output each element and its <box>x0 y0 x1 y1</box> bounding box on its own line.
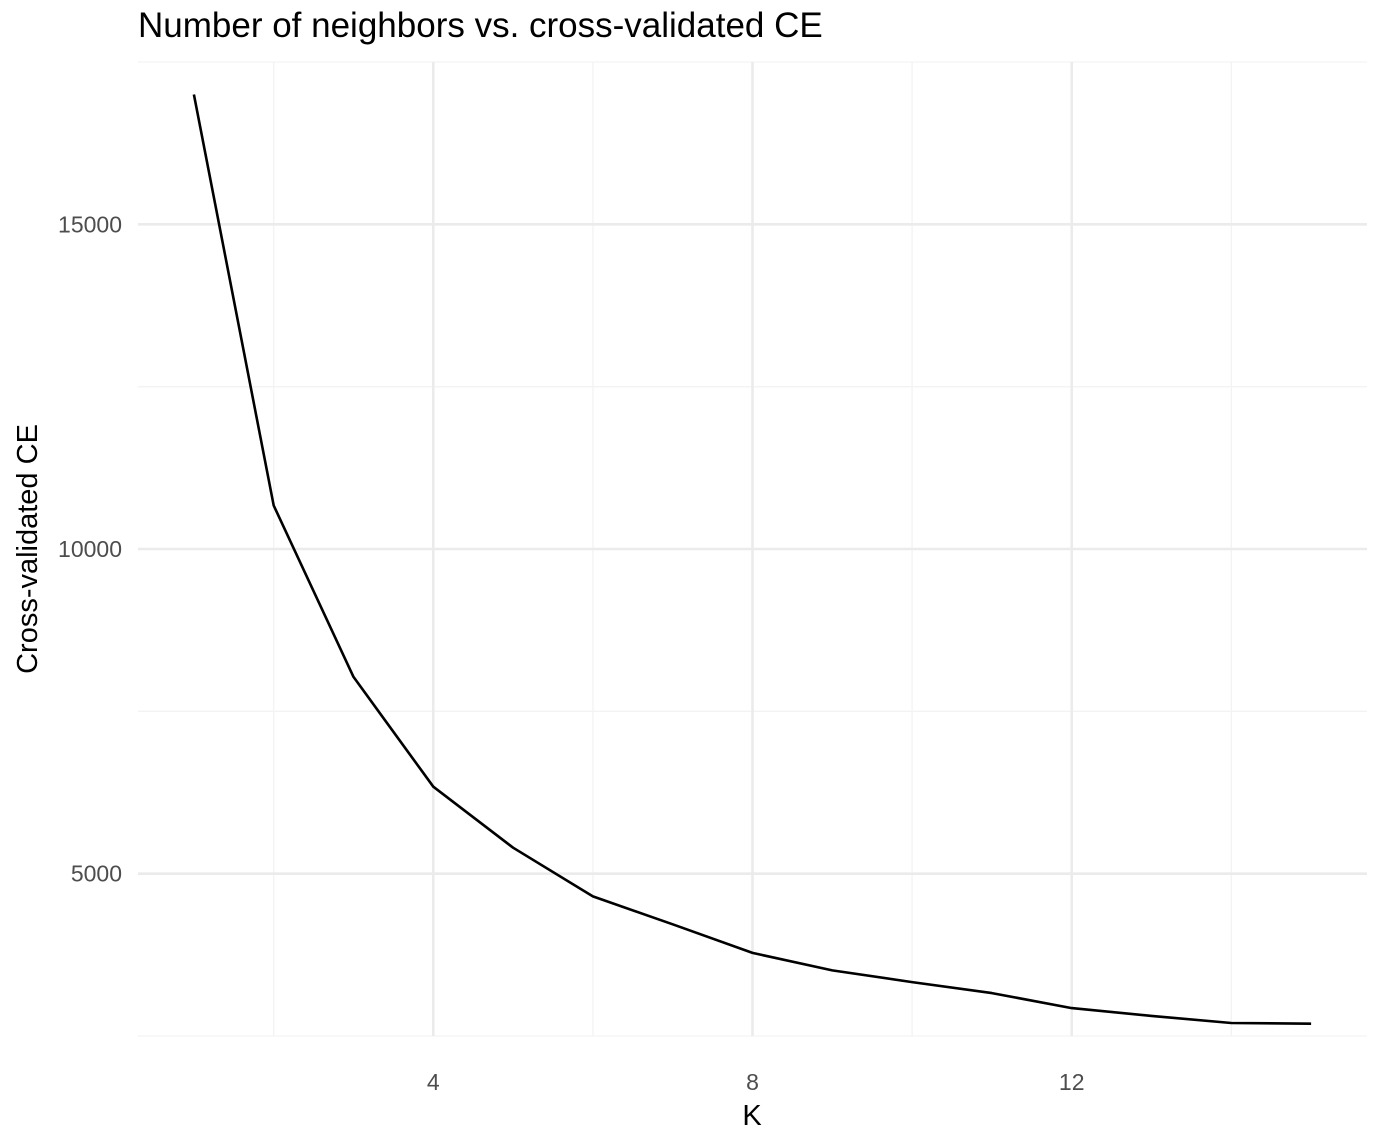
series-line <box>192 94 1312 1025</box>
y-axis-title: Cross-validated CE <box>12 424 44 674</box>
x-tick-label: 4 <box>427 1069 440 1095</box>
x-tick-labels: 4 8 12 <box>427 1069 1085 1095</box>
y-tick-label: 15000 <box>58 211 122 237</box>
x-tick-label: 8 <box>746 1069 759 1095</box>
x-tick-label: 12 <box>1059 1069 1085 1095</box>
y-tick-label: 10000 <box>58 536 122 562</box>
y-tick-label: 5000 <box>71 861 122 887</box>
x-axis-title: K <box>742 1100 762 1132</box>
y-tick-labels: 5000 10000 15000 <box>58 211 122 886</box>
series-group <box>192 94 1312 1025</box>
chart-title: Number of neighbors vs. cross-validated … <box>138 6 823 45</box>
grid-major <box>138 62 1367 1036</box>
